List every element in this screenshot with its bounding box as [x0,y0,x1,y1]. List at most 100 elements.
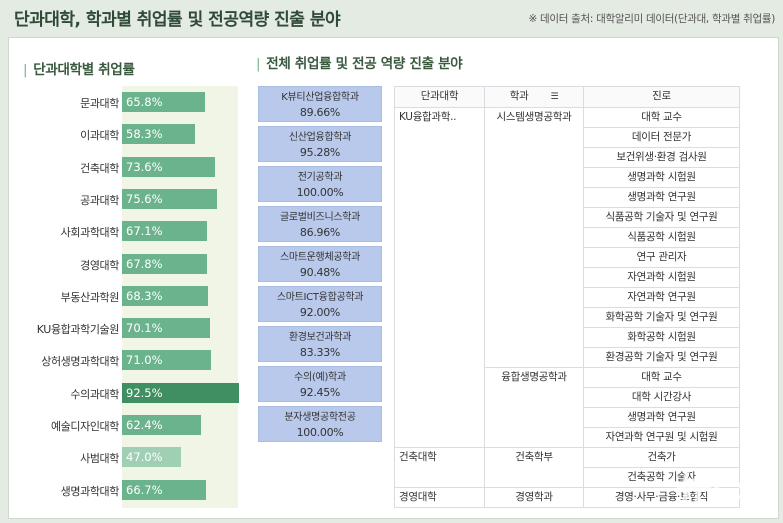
career-cell[interactable]: 자연과학 연구원 [583,287,740,308]
category-label: 경영대학 [80,258,119,272]
table-row[interactable]: 자연과학 연구원 및 시험원 [395,427,740,448]
college-cell[interactable]: 건축대학 [394,447,485,488]
career-cell[interactable]: 생명과학 연구원 [583,407,740,428]
department-rate: 92.45% [299,386,341,399]
bar-value-label: 70.1% [126,321,163,336]
data-source-note: ※ 데이터 출처: 대학알리미 데이터(단과대, 학과별 취업률) [528,13,775,25]
department-rate: 86.96% [299,226,341,239]
bar[interactable] [122,382,239,403]
category-label: 공과대학 [80,193,119,207]
header-career[interactable]: 진로 [583,86,740,108]
career-cell[interactable]: 식품공학 시험원 [583,227,740,248]
career-cell[interactable]: 대학 교수 [583,367,740,388]
career-cell[interactable]: 자연과학 연구원 및 시험원 [583,427,740,448]
career-cell[interactable]: 생명과학 시험원 [583,167,740,188]
department-name: 스마트운행체공학과 [279,252,361,263]
content-panel: | 단과대학별 취업률 | 전체 취업률 및 전공 역량 진출 분야 문과대학 65.… [8,37,779,519]
department-card[interactable]: 수의(예)학과 92.45% [258,366,382,402]
major-cell[interactable]: 시스템생명공학과 [484,107,584,368]
major-cell[interactable]: 경영학과 [484,487,584,508]
career-cell[interactable]: 대학 교수 [583,107,740,128]
bar[interactable] [122,285,209,306]
department-rate: 100.00% [296,186,344,199]
college-chart-title: | 단과대학별 취업률 [23,62,135,78]
bar-value-label: 68.3% [126,288,163,303]
career-cell[interactable]: 대학 시간강사 [583,387,740,408]
career-cell[interactable]: 건축가 [583,447,740,468]
table-row[interactable]: 환경공학 기술자 및 연구원 [395,347,740,368]
bar[interactable] [122,253,208,274]
career-cell[interactable]: 보건위생·환경 검사원 [583,147,740,168]
table-row[interactable]: 데이터 전문가 [395,127,740,148]
table-row[interactable]: 경영대학 경영학과 경영·사무·금융·보험직 [394,487,740,508]
bar[interactable] [122,188,218,209]
table-row[interactable]: 식품공학 시험원 [395,227,740,248]
bar-value-label: 67.1% [126,224,163,239]
bar-value-label: 73.6% [126,159,163,174]
career-cell[interactable]: 데이터 전문가 [583,127,740,148]
college-employment-chart: 문과대학 65.8% 이과대학 58.3% 건축대학 73.6% 공과대학 75.6% 사회과학… [9,38,259,520]
career-cell[interactable]: 생명과학 연구원 [583,187,740,208]
bar-value-label: 75.6% [126,191,163,206]
sort-icon[interactable]: ☰ [550,92,559,102]
career-table: 단과대학 학과 ☰ 진로 KU융합과학.. 시스템생명공학과 대학 교수 데이터 전문가… [394,86,740,508]
bar[interactable] [122,124,196,145]
department-card[interactable]: 신산업융합학과 95.28% [258,126,382,162]
department-card[interactable]: 스마트운행체공학과 90.48% [258,246,382,282]
table-row[interactable]: 자연과학 연구원 [395,287,740,308]
bar-value-label: 62.4% [126,418,163,432]
category-label: 사회과학대학 [60,226,120,240]
career-cell[interactable]: 자연과학 시험원 [583,267,740,288]
department-name: 환경보건과학과 [288,332,352,343]
department-section-title: | 전체 취업률 및 전공 역량 진출 분야 [256,56,463,72]
career-cell[interactable]: 화학공학 시험원 [583,327,740,348]
department-rate: 89.66% [299,106,341,119]
header-college[interactable]: 단과대학 [394,86,485,108]
bar-value-label: 71.0% [126,353,163,368]
department-card[interactable]: K뷰티산업융합학과 89.66% [258,86,382,122]
bar[interactable] [122,479,207,500]
category-label: 건축대학 [80,161,119,175]
major-cell[interactable]: 건축학부 [484,447,584,488]
career-cell[interactable]: 환경공학 기술자 및 연구원 [583,347,740,368]
bar[interactable] [122,221,207,242]
page-title: 단과대학, 학과별 취업률 및 전공역량 진출 분야 [14,10,341,30]
career-cell[interactable]: 식품공학 기술자 및 연구원 [583,207,740,228]
header-major[interactable]: 학과 ☰ [484,86,584,108]
table-row[interactable]: KU융합과학.. 시스템생명공학과 대학 교수 [394,107,740,448]
category-label: 상허생명과학대학 [41,355,119,369]
bar[interactable] [122,447,182,468]
department-name: 수의(예)학과 [294,372,346,383]
department-rate: 100.00% [296,426,344,439]
category-label: 수의과대학 [70,387,119,401]
department-card[interactable]: 환경보건과학과 83.33% [258,326,382,362]
bar[interactable] [122,156,215,177]
bar[interactable] [122,92,205,112]
header: 단과대학, 학과별 취업률 및 전공역량 진출 분야 ※ 데이터 출처: 대학알… [0,0,783,36]
table-row[interactable]: 생명과학 시험원 [395,167,740,188]
bar[interactable] [122,350,212,371]
bar-value-label: 58.3% [126,127,163,142]
category-label: 부동산과학원 [60,290,120,304]
department-card[interactable]: 스마트ICT융합공학과 92.00% [258,286,382,322]
department-name: 분자생명공학전공 [284,412,356,423]
table-row[interactable]: 융합생명공학과 대학 교수 [395,367,740,448]
career-cell[interactable]: 화학공학 기술자 및 연구원 [583,307,740,328]
table-row[interactable]: 보건위생·환경 검사원 [395,147,740,168]
department-name: 스마트ICT융합공학과 [276,292,364,303]
bar[interactable] [122,415,201,435]
department-card[interactable]: 분자생명공학전공 100.00% [258,406,382,442]
bar-value-label: 66.7% [126,482,163,497]
department-name: 신산업융합학과 [288,132,352,143]
career-cell[interactable]: 경영·사무·금융·보험직 [583,487,740,508]
college-cell[interactable]: 경영대학 [394,487,485,508]
bar[interactable] [122,318,211,339]
major-cell[interactable]: 융합생명공학과 [484,367,584,448]
bar-value-label: 67.8% [126,256,163,271]
college-cell[interactable]: KU융합과학.. [394,107,485,448]
department-name: K뷰티산업융합학과 [281,92,359,103]
department-card[interactable]: 전기공학과 100.00% [258,166,382,202]
career-cell[interactable]: 연구 관리자 [583,247,740,268]
department-card[interactable]: 글로벌비즈니스학과 86.96% [258,206,382,242]
table-row[interactable]: 화학공학 시험원 [395,327,740,348]
